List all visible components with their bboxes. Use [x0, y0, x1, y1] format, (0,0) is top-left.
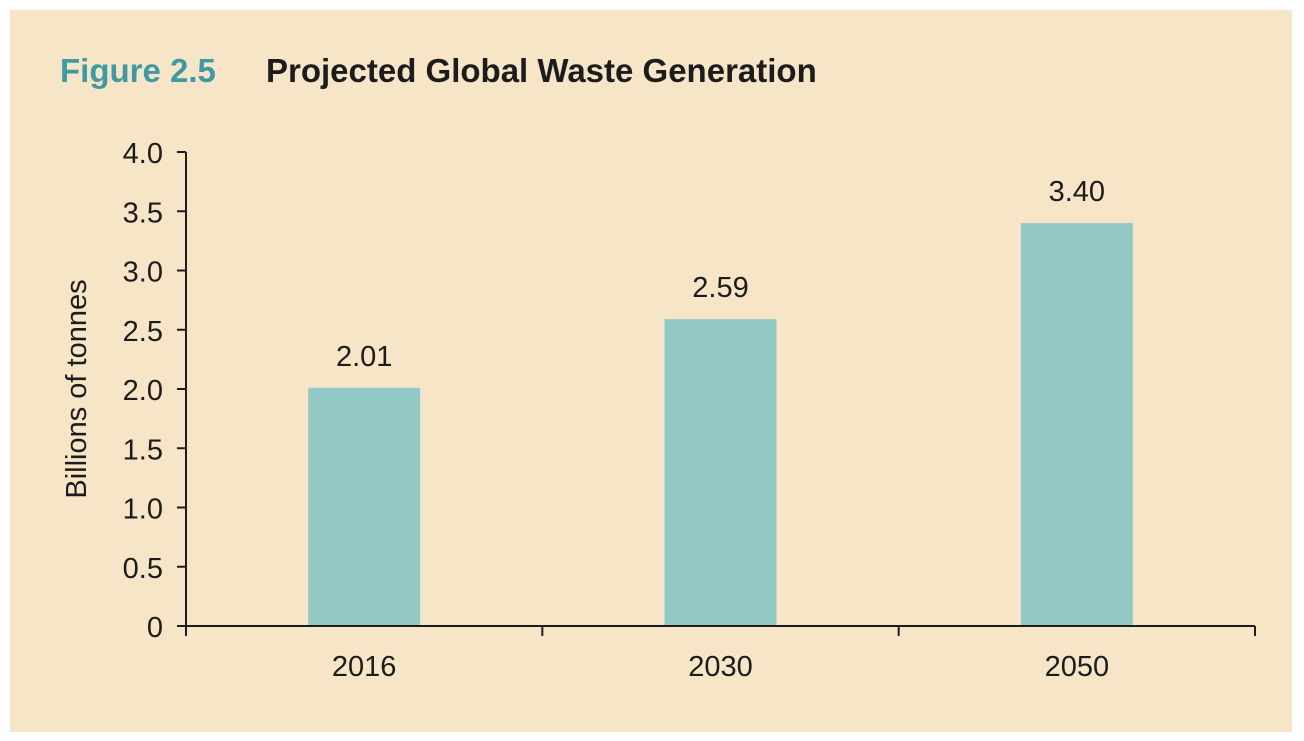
- x-tick-label: 2030: [688, 651, 753, 683]
- y-axis-label: Billions of tonnes: [61, 279, 93, 498]
- data-label: 2.59: [692, 272, 748, 304]
- data-label: 3.40: [1049, 176, 1105, 208]
- y-tick-label: 3.5: [123, 197, 163, 229]
- y-tick-label: 2.0: [123, 375, 163, 407]
- bar: [1020, 223, 1133, 625]
- x-tick-label: 2016: [332, 651, 397, 683]
- bar: [308, 387, 421, 625]
- y-tick-label: 3.0: [123, 257, 163, 289]
- y-tick-label: 2.5: [123, 316, 163, 348]
- bars: 2.01 2.59 3.40: [308, 176, 1133, 625]
- x-tick-label: 2050: [1045, 651, 1110, 683]
- y-tick-label: 4.0: [123, 138, 163, 170]
- data-label: 2.01: [336, 341, 392, 373]
- y-tick-label: 1.5: [123, 434, 163, 466]
- x-axis: 2016 2030 2050: [185, 625, 1256, 683]
- y-axis: 0 0.5 1.0 1.5 2.0 2.5 3.0 3.5 4.0: [123, 138, 187, 644]
- y-tick-label: 1.0: [123, 494, 163, 526]
- y-tick-label: 0: [147, 612, 163, 644]
- figure-number: Figure 2.5: [60, 52, 216, 89]
- y-tick-label: 0.5: [123, 553, 163, 585]
- chart-title: Projected Global Waste Generation: [266, 52, 817, 89]
- bar: [664, 319, 777, 625]
